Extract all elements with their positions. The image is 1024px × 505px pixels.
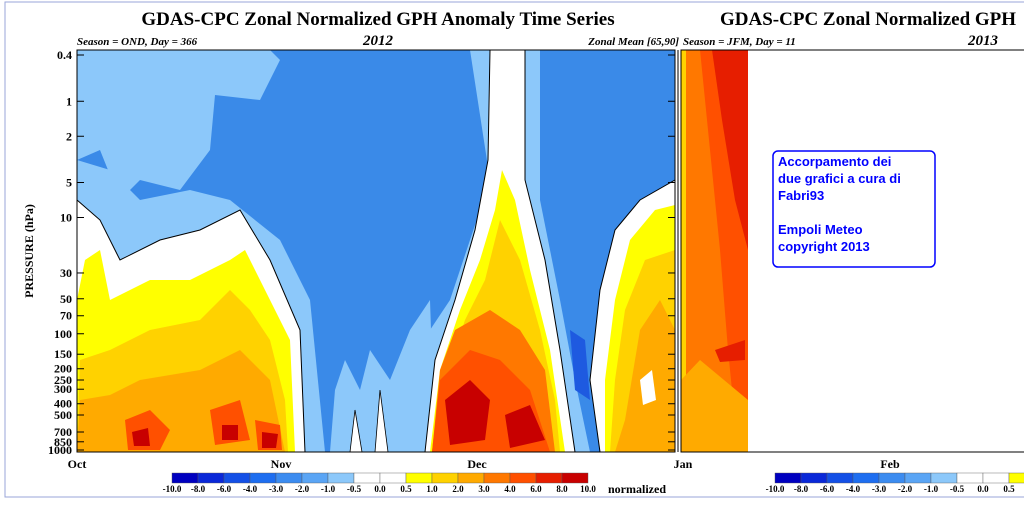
colorbar-swatch xyxy=(275,472,303,484)
colorbar-label: -1.0 xyxy=(321,484,336,494)
month-label: Dec xyxy=(467,457,487,471)
colorbar-2: -10.0-8.0-6.0-4.0-3.0-2.0-1.0-0.50.00.51… xyxy=(766,472,1024,494)
colorbar-swatch xyxy=(483,472,511,484)
colorbar-label: -10.0 xyxy=(766,484,785,494)
year: 2012 xyxy=(362,33,394,49)
contour-plot-2 xyxy=(677,50,748,452)
y-tick-label: 500 xyxy=(54,408,72,422)
colorbar-label: -4.0 xyxy=(243,484,258,494)
colorbar-swatch xyxy=(982,472,1010,484)
note-line: Empoli Meteo xyxy=(778,222,863,237)
colorbar-swatch xyxy=(904,472,932,484)
colorbar-label: 0.5 xyxy=(1003,484,1015,494)
colorbar-swatch xyxy=(930,472,958,484)
y-tick-label: 1000 xyxy=(48,443,72,457)
colorbar-swatch xyxy=(249,472,277,484)
note-line: Fabri93 xyxy=(778,188,824,203)
colorbar-swatch xyxy=(535,472,563,484)
colorbar-swatch xyxy=(327,472,355,484)
colorbar-label: -3.0 xyxy=(872,484,887,494)
colorbar-label: 0.0 xyxy=(977,484,989,494)
colorbar-label: 3.0 xyxy=(478,484,490,494)
y-tick-label: 50 xyxy=(60,292,72,306)
y-tick-label: 0.4 xyxy=(57,48,72,62)
colorbar-label: -3.0 xyxy=(269,484,284,494)
colorbar-swatch xyxy=(457,472,485,484)
colorbar-swatch xyxy=(197,472,225,484)
y-tick-label: 30 xyxy=(60,266,72,280)
y-tick-label: 700 xyxy=(54,425,72,439)
colorbar: -10.0 -8.0 -6.0 -4.0 -3.0 -2.0 -1.0 -0.5 0.0 0.5 1… xyxy=(163,472,666,496)
month-label: Nov xyxy=(271,457,292,471)
colorbar-label: -6.0 xyxy=(820,484,835,494)
y-tick-label: 850 xyxy=(54,435,72,449)
season: Season = OND, Day = 366 xyxy=(77,36,198,48)
colorbar-swatch xyxy=(878,472,906,484)
colorbar-swatch xyxy=(509,472,537,484)
colorbar-swatch xyxy=(405,472,433,484)
colorbar-label: -2.0 xyxy=(898,484,913,494)
y-tick-label: 70 xyxy=(60,309,72,323)
colorbar-label: 0.0 xyxy=(374,484,386,494)
month-label: Jan xyxy=(674,457,693,471)
colorbar-label: -8.0 xyxy=(794,484,809,494)
colorbar-label: 4.0 xyxy=(504,484,516,494)
plot-frame-2 xyxy=(680,49,1024,453)
title-2: GDAS-CPC Zonal Normalized GPH xyxy=(720,9,1016,30)
season-2: Season = JFM, Day = 11 xyxy=(683,36,796,48)
y-tick-label: 10 xyxy=(60,211,72,225)
colorbar-label: -0.5 xyxy=(347,484,362,494)
y-tick-label: 250 xyxy=(54,373,72,387)
year-2: 2013 xyxy=(967,33,999,49)
colorbar-swatch xyxy=(561,472,589,484)
colorbar-unit: normalized xyxy=(608,482,666,496)
y-tick-label: 5 xyxy=(66,176,72,190)
note-line: Accorpamento dei xyxy=(778,154,891,169)
colorbar-swatch xyxy=(223,472,251,484)
colorbar-swatch xyxy=(379,472,407,484)
y-tick-label: 100 xyxy=(54,327,72,341)
colorbar-swatch xyxy=(431,472,459,484)
colorbar-swatch xyxy=(826,472,854,484)
colorbar-swatch xyxy=(301,472,329,484)
colorbar-label: -0.5 xyxy=(950,484,965,494)
colorbar-label: -4.0 xyxy=(846,484,861,494)
month-label: Feb xyxy=(880,457,900,471)
y-tick-label: 1 xyxy=(66,94,72,108)
y-axis-title: PRESSURE (hPa) xyxy=(22,204,36,298)
colorbar-label: -8.0 xyxy=(191,484,206,494)
frame xyxy=(4,1,1024,498)
y-tick-label: 400 xyxy=(54,397,72,411)
colorbar-label: 2.0 xyxy=(452,484,464,494)
colorbar-swatch xyxy=(353,472,381,484)
note-box xyxy=(772,150,936,268)
y-tick-label: 200 xyxy=(54,362,72,376)
contour-plot xyxy=(76,49,676,453)
month-label: Oct xyxy=(68,457,87,471)
note-line: copyright 2013 xyxy=(778,239,870,254)
y-tick-label: 150 xyxy=(54,347,72,361)
colorbar-label: 0.5 xyxy=(400,484,412,494)
colorbar-swatch xyxy=(956,472,984,484)
colorbar-label: 1.0 xyxy=(426,484,438,494)
colorbar-label: 10.0 xyxy=(580,484,596,494)
y-tick-label: 2 xyxy=(66,129,72,143)
note-line: due grafici a cura di xyxy=(778,171,901,186)
plot-frame xyxy=(76,49,676,453)
zonal-mean: Zonal Mean [65,90] xyxy=(587,36,679,48)
colorbar-label: -1.0 xyxy=(924,484,939,494)
colorbar-label: 6.0 xyxy=(530,484,542,494)
title: GDAS-CPC Zonal Normalized GPH Anomaly Ti… xyxy=(141,9,614,30)
colorbar-swatch xyxy=(171,472,199,484)
colorbar-label: 8.0 xyxy=(556,484,568,494)
colorbar-label: -6.0 xyxy=(217,484,232,494)
colorbar-label: -10.0 xyxy=(163,484,182,494)
colorbar-swatch xyxy=(852,472,880,484)
colorbar-swatch xyxy=(800,472,828,484)
colorbar-label: -2.0 xyxy=(295,484,310,494)
colorbar-swatch xyxy=(1008,472,1024,484)
colorbar-swatch xyxy=(774,472,802,484)
y-tick-label: 300 xyxy=(54,382,72,396)
